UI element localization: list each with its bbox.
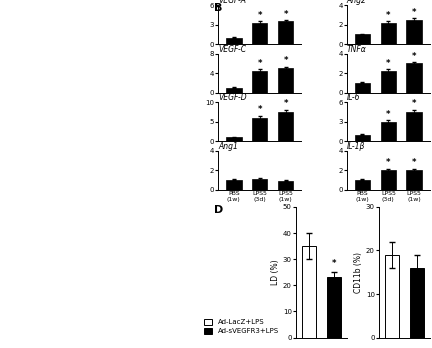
Bar: [278, 21, 293, 44]
Text: *: *: [412, 100, 416, 109]
Text: D: D: [214, 205, 223, 215]
Bar: [381, 23, 396, 44]
Y-axis label: CD11b (%): CD11b (%): [354, 252, 363, 293]
Text: VEGF-A: VEGF-A: [218, 0, 246, 5]
Bar: [384, 255, 399, 338]
Text: *: *: [257, 105, 262, 114]
Bar: [226, 180, 241, 190]
Text: Ang1: Ang1: [218, 142, 238, 151]
Bar: [278, 68, 293, 93]
Bar: [278, 112, 293, 141]
Bar: [381, 121, 396, 141]
Text: *: *: [386, 59, 391, 68]
Text: IL-6: IL-6: [347, 93, 360, 102]
Bar: [355, 135, 370, 141]
Text: B: B: [214, 3, 222, 14]
Text: *: *: [283, 99, 288, 108]
Bar: [278, 181, 293, 190]
Text: *: *: [412, 158, 416, 167]
Bar: [381, 170, 396, 190]
Bar: [252, 118, 267, 141]
Text: *: *: [386, 110, 391, 119]
Bar: [252, 23, 267, 44]
Text: *: *: [283, 10, 288, 19]
Bar: [407, 170, 422, 190]
Text: *: *: [412, 8, 416, 17]
Bar: [381, 71, 396, 93]
Text: VEGF-C: VEGF-C: [218, 45, 246, 54]
Bar: [407, 63, 422, 93]
Bar: [407, 112, 422, 141]
Bar: [252, 71, 267, 93]
Bar: [327, 277, 341, 338]
Text: *: *: [257, 59, 262, 68]
Text: IL-1β: IL-1β: [347, 142, 365, 151]
Bar: [252, 179, 267, 190]
Text: *: *: [257, 11, 262, 20]
Bar: [355, 83, 370, 93]
Bar: [355, 180, 370, 190]
Text: Ang2: Ang2: [347, 0, 367, 5]
Text: VEGF-D: VEGF-D: [218, 93, 247, 102]
Text: *: *: [412, 52, 416, 61]
Y-axis label: LD (%): LD (%): [271, 259, 280, 285]
Bar: [226, 88, 241, 93]
Legend: Ad-LacZ+LPS, Ad-sVEGFR3+LPS: Ad-LacZ+LPS, Ad-sVEGFR3+LPS: [203, 319, 279, 334]
Text: *: *: [283, 56, 288, 65]
Bar: [355, 34, 370, 44]
Text: *: *: [386, 158, 391, 167]
Bar: [410, 268, 424, 338]
Bar: [407, 20, 422, 44]
Bar: [226, 38, 241, 44]
Bar: [302, 246, 316, 338]
Text: *: *: [332, 259, 337, 268]
Text: *: *: [386, 11, 391, 20]
Bar: [226, 137, 241, 141]
Text: TNFα: TNFα: [347, 45, 367, 54]
